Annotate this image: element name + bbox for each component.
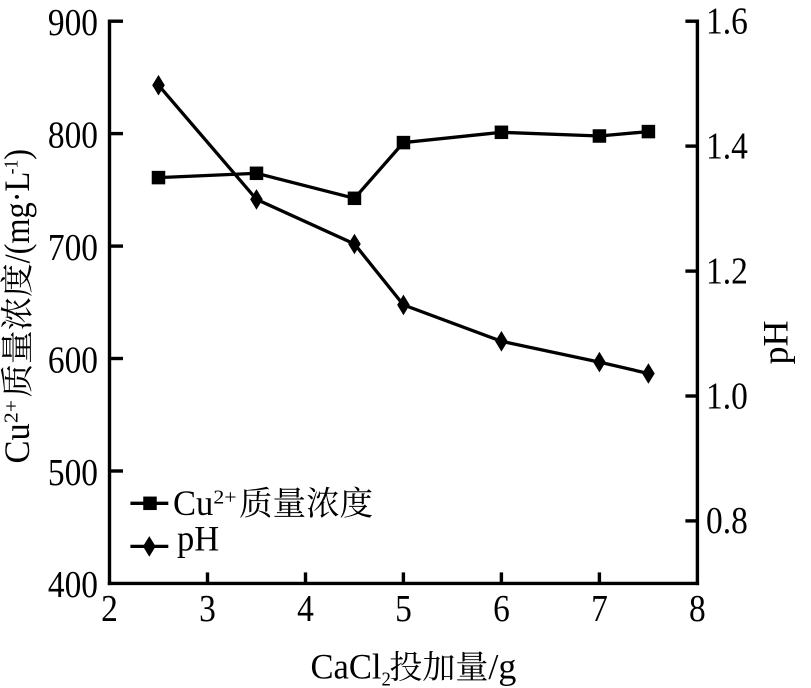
svg-text:Cu: Cu [173, 483, 214, 523]
svg-text:1.6: 1.6 [706, 0, 748, 42]
svg-text:700: 700 [48, 226, 98, 268]
svg-text:8: 8 [689, 587, 706, 629]
svg-text:0.8: 0.8 [706, 499, 748, 541]
svg-text:pH: pH [756, 321, 796, 365]
svg-text:2: 2 [382, 669, 391, 688]
svg-text:4: 4 [297, 587, 314, 629]
svg-text:Cu: Cu [0, 423, 37, 464]
svg-text:3: 3 [199, 587, 216, 629]
svg-text:2+: 2+ [1, 400, 22, 423]
svg-text:5: 5 [395, 587, 412, 629]
svg-text:CaCl: CaCl [311, 647, 382, 687]
svg-text:2+: 2+ [213, 487, 236, 508]
svg-text:-1: -1 [1, 160, 23, 175]
svg-text:1.4: 1.4 [706, 124, 748, 166]
svg-text:/(mg·L: /(mg·L [0, 172, 37, 264]
svg-text:900: 900 [48, 1, 98, 43]
svg-text:6: 6 [493, 587, 510, 629]
svg-text:): ) [0, 149, 37, 160]
svg-text:7: 7 [591, 587, 608, 629]
svg-text:800: 800 [48, 113, 98, 155]
svg-text:600: 600 [48, 338, 98, 380]
svg-text:/g: /g [488, 647, 516, 687]
svg-text:500: 500 [48, 451, 98, 493]
svg-text:pH: pH [177, 519, 219, 559]
svg-text:1.0: 1.0 [706, 374, 748, 416]
svg-text:400: 400 [48, 563, 98, 605]
svg-text:1.2: 1.2 [706, 249, 748, 291]
svg-text:2: 2 [101, 587, 118, 629]
